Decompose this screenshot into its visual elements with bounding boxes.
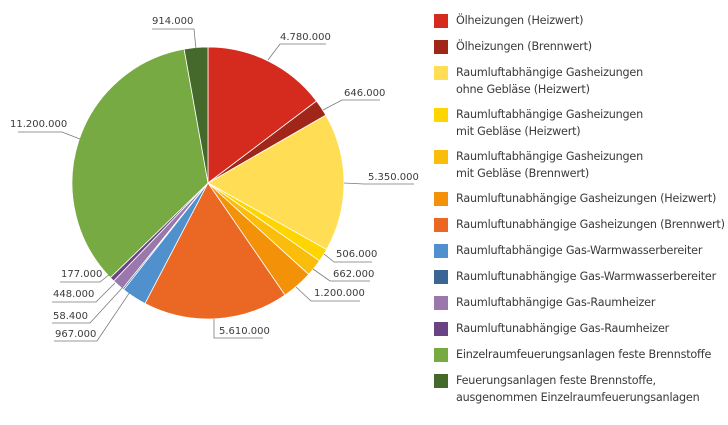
data-label: 11.200.000 bbox=[10, 119, 67, 130]
chart-legend: Ölheizungen (Heizwert) Ölheizungen (Brenn… bbox=[434, 12, 728, 414]
legend-label: Raumluftunabhängige Gasheizungen (Brennw… bbox=[456, 218, 725, 231]
legend-swatch bbox=[434, 40, 448, 54]
leader-line bbox=[52, 282, 116, 303]
legend-swatch bbox=[434, 374, 448, 388]
legend-label: Raumluftabhängige Gas-Warmwasserbereiter bbox=[456, 244, 703, 257]
legend-label: Raumluftabhängige Gasheizungen ohne Gebl… bbox=[456, 66, 644, 96]
legend-swatch bbox=[434, 192, 448, 206]
legend-label: Raumluftabhängige Gas-Raumheizer bbox=[456, 296, 656, 309]
leader-line bbox=[267, 43, 326, 61]
legend-swatch bbox=[434, 296, 448, 310]
data-labels: 4.780.000 646.000 5.350.000 506.000 662.000 1… bbox=[10, 16, 419, 340]
data-label: 448.000 bbox=[53, 289, 94, 300]
data-label: 914.000 bbox=[152, 16, 193, 27]
data-label: 177.000 bbox=[61, 269, 102, 280]
legend-label: Feuerungsanlagen feste Brennstoffe, ausg… bbox=[456, 374, 700, 404]
legend-swatch bbox=[434, 244, 448, 258]
pie-chart: 4.780.000 646.000 5.350.000 506.000 662.000 1… bbox=[10, 16, 419, 342]
leader-line bbox=[213, 319, 263, 339]
legend-swatch bbox=[434, 322, 448, 336]
leader-line bbox=[323, 253, 372, 263]
legend-swatch bbox=[434, 270, 448, 284]
legend-label: Raumluftabhängige Gasheizungen mit Geblä… bbox=[456, 108, 644, 138]
legend-label: Ölheizungen (Heizwert) bbox=[456, 14, 584, 27]
data-label: 58.400 bbox=[53, 311, 88, 322]
leader-line bbox=[54, 291, 131, 342]
data-label: 5.350.000 bbox=[368, 172, 419, 183]
pie-slice bbox=[71, 48, 209, 279]
legend-item: Raumluftunabhängige Gas-Raumheizer bbox=[434, 320, 728, 337]
data-label: 4.780.000 bbox=[280, 32, 331, 43]
legend-item: Raumluftabhängige Gas-Raumheizer bbox=[434, 294, 728, 311]
legend-label: Raumluftunabhängige Gas-Raumheizer bbox=[456, 322, 670, 335]
data-label: 1.200.000 bbox=[314, 288, 365, 299]
legend-swatch bbox=[434, 66, 448, 80]
data-label: 967.000 bbox=[55, 329, 96, 340]
legend-item: Raumluftabhängige Gasheizungen mit Geblä… bbox=[434, 106, 728, 140]
data-label: 5.610.000 bbox=[219, 326, 270, 337]
legend-item: Raumluftabhängige Gasheizungen mit Geblä… bbox=[434, 148, 728, 182]
legend-label: Raumluftabhängige Gasheizungen mit Geblä… bbox=[456, 150, 644, 180]
legend-item: Raumluftunabhängige Gasheizungen (Heizwe… bbox=[434, 190, 728, 207]
pie-slice bbox=[207, 114, 345, 251]
legend-item: Ölheizungen (Brennwert) bbox=[434, 38, 728, 55]
leader-line bbox=[322, 99, 380, 111]
legend-item: Ölheizungen (Heizwert) bbox=[434, 12, 728, 29]
legend-item: Einzelraumfeuerungsanlagen feste Brennst… bbox=[434, 346, 728, 363]
legend-swatch bbox=[434, 348, 448, 362]
data-label: 506.000 bbox=[336, 249, 377, 260]
legend-item: Raumluftunabhängige Gasheizungen (Brennw… bbox=[434, 216, 728, 233]
legend-swatch bbox=[434, 150, 448, 164]
legend-label: Ölheizungen (Brennwert) bbox=[456, 40, 592, 53]
leader-line bbox=[52, 286, 124, 324]
legend-label: Raumluftunabhängige Gasheizungen (Heizwe… bbox=[456, 192, 717, 205]
legend-swatch bbox=[434, 218, 448, 232]
legend-swatch bbox=[434, 108, 448, 122]
legend-item: Feuerungsanlagen feste Brennstoffe, ausg… bbox=[434, 372, 728, 406]
leader-line bbox=[18, 131, 81, 140]
pie-slices bbox=[71, 46, 345, 320]
leader-line bbox=[343, 182, 414, 185]
legend-label: Einzelraumfeuerungsanlagen feste Brennst… bbox=[456, 348, 712, 361]
legend-item: Raumluftabhängige Gasheizungen ohne Gebl… bbox=[434, 64, 728, 98]
legend-swatch bbox=[434, 14, 448, 28]
data-label: 662.000 bbox=[333, 269, 374, 280]
legend-item: Raumluftunabhängige Gas-Warmwasserbereit… bbox=[434, 268, 728, 285]
legend-item: Raumluftabhängige Gas-Warmwasserbereiter bbox=[434, 242, 728, 259]
leader-line bbox=[60, 273, 111, 283]
legend-label: Raumluftunabhängige Gas-Warmwasserbereit… bbox=[456, 270, 717, 283]
leader-line bbox=[312, 268, 370, 282]
pie-slice bbox=[207, 46, 318, 184]
leader-lines bbox=[18, 28, 414, 342]
data-label: 646.000 bbox=[344, 88, 385, 99]
leader-line bbox=[295, 286, 360, 302]
leader-line bbox=[152, 28, 197, 50]
pie-slice bbox=[144, 182, 286, 320]
